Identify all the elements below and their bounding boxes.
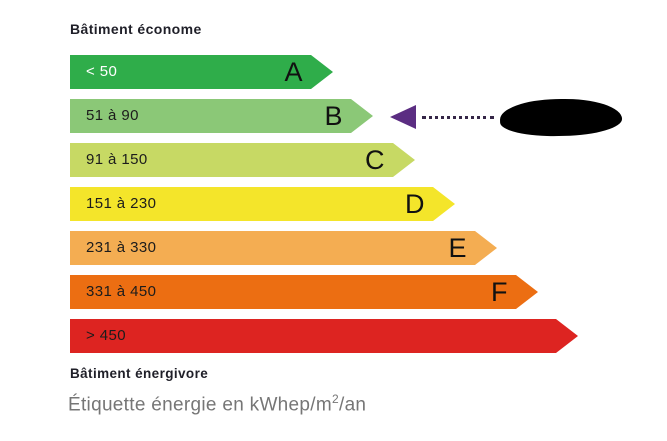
- class-letter: C: [365, 145, 385, 175]
- energy-class-bar-B: 51 à 90 B: [70, 99, 373, 133]
- caption-superscript: 2: [332, 392, 339, 406]
- energy-class-bar-G: > 450: [70, 319, 578, 353]
- current-class-indicator: [390, 97, 623, 137]
- energy-class-bar-A: < 50 A: [70, 55, 333, 89]
- caption-unit-suffix: /an: [338, 394, 367, 416]
- range-label: < 50: [86, 63, 118, 80]
- range-label: 231 à 330: [86, 239, 157, 256]
- range-label: 51 à 90: [86, 107, 139, 124]
- range-label: > 450: [86, 327, 126, 344]
- dotted-connector-line: [422, 115, 494, 119]
- arrow-left-icon: [390, 105, 416, 129]
- energy-hungry-building-label: Bâtiment énergivore: [70, 366, 209, 381]
- class-letter: B: [324, 101, 343, 131]
- range-label: 331 à 450: [86, 283, 157, 300]
- class-letter: F: [491, 277, 508, 307]
- energy-class-bar-D: 151 à 230 D: [70, 187, 455, 221]
- energy-class-bar-E: 231 à 330 E: [70, 231, 497, 265]
- class-letter: E: [448, 233, 467, 263]
- economical-building-label: Bâtiment économe: [70, 21, 202, 37]
- range-label: 151 à 230: [86, 195, 157, 212]
- energy-class-bar-C: 91 à 150 C: [70, 143, 415, 177]
- class-letter: D: [405, 189, 425, 219]
- caption-text: Étiquette énergie en kWhep/m: [68, 394, 332, 416]
- range-label: 91 à 150: [86, 151, 148, 168]
- class-letter: A: [284, 57, 303, 87]
- redacted-value-blob: [499, 97, 623, 137]
- energy-class-scale: < 50 A 51 à 90 B 91 à 150 C 151 à 230 D …: [70, 55, 578, 363]
- energy-label-caption: Étiquette énergie en kWhep/m2/an: [68, 392, 366, 416]
- energy-class-bar-F: 331 à 450 F: [70, 275, 538, 309]
